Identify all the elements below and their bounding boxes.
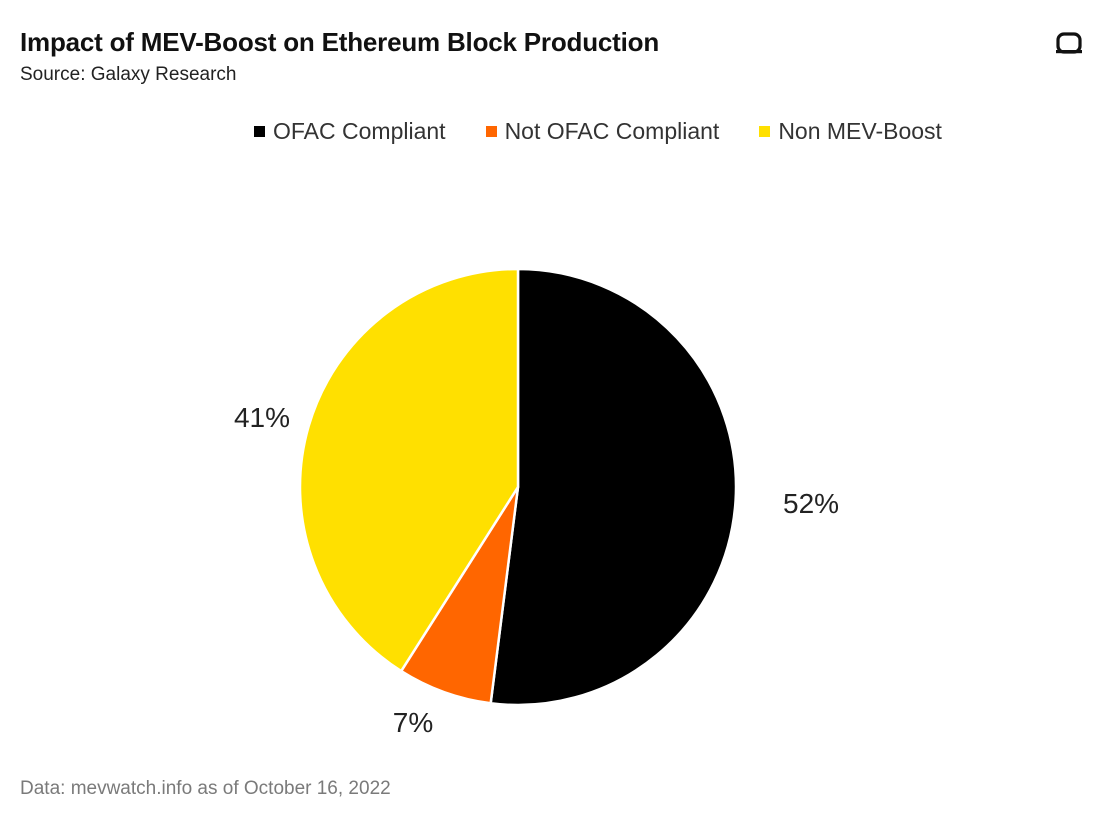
slice-value-label: 7% [393,707,433,738]
chart-legend: OFAC Compliant Not OFAC Compliant Non MEV-… [0,118,1100,145]
galaxy-logo-icon [1056,32,1082,54]
legend-item: OFAC Compliant [254,118,446,145]
legend-swatch [485,126,497,137]
slice-value-label: 52% [783,488,839,519]
legend-item: Not OFAC Compliant [485,118,720,145]
legend-item: Non MEV-Boost [759,118,942,145]
legend-label: Not OFAC Compliant [504,118,720,144]
pie-slice [489,267,738,707]
legend-label: OFAC Compliant [273,118,446,144]
data-source-note: Data: mevwatch.info as of October 16, 20… [20,778,391,799]
chart-subtitle: Source: Galaxy Research [20,64,237,85]
legend-swatch [254,126,265,137]
slice-value-label: 41% [234,402,290,433]
chart-title: Impact of MEV-Boost on Ethereum Block Pr… [20,27,660,57]
legend-label: Non MEV-Boost [778,118,942,144]
legend-swatch [759,126,771,137]
pie-slice [298,267,520,673]
